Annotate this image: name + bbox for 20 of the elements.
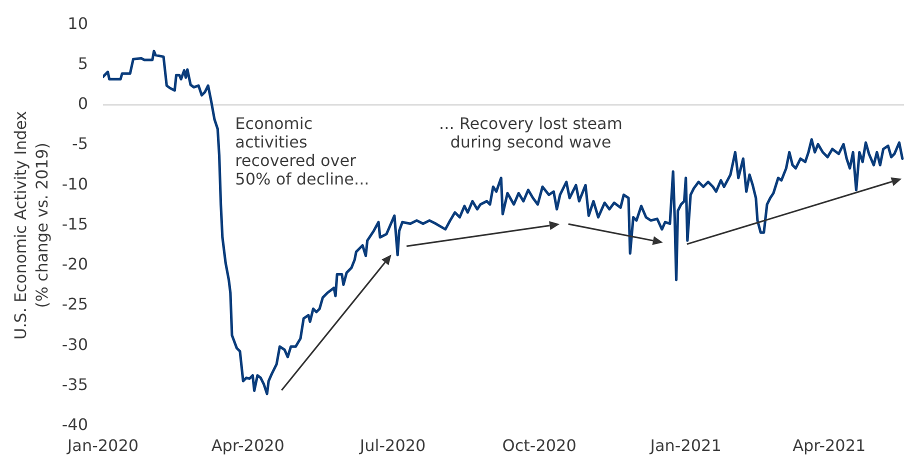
y-tick-label: 5: [78, 54, 88, 73]
x-tick-label: Jul-2020: [358, 436, 426, 455]
y-tick-label: -20: [62, 254, 88, 274]
y-tick-label: -25: [62, 294, 88, 314]
y-tick-label: 0: [78, 94, 88, 114]
y-tick-label: -5: [72, 134, 88, 154]
y-tick-label: 10: [68, 14, 88, 33]
y-tick-label: -35: [62, 375, 88, 394]
annotation: Economic activities recovered over 50% of decline...: [235, 114, 370, 189]
annotation: ... Recovery lost steam during second wave: [439, 114, 622, 152]
x-tick-label: Apr-2020: [211, 436, 284, 455]
x-tick-label: Jan-2020: [66, 436, 139, 455]
y-tick-label: -15: [62, 214, 88, 234]
x-tick-label: Jan-2021: [649, 436, 722, 455]
y-axis-title: U.S. Economic Activity Index (% change vs. 2019): [10, 110, 52, 340]
x-tick-label: Oct-2020: [502, 436, 576, 455]
y-tick-label: -30: [62, 334, 88, 354]
y-tick-label: -10: [62, 174, 88, 194]
x-tick-label: Apr-2021: [792, 436, 866, 455]
y-tick-label: -40: [62, 415, 88, 434]
